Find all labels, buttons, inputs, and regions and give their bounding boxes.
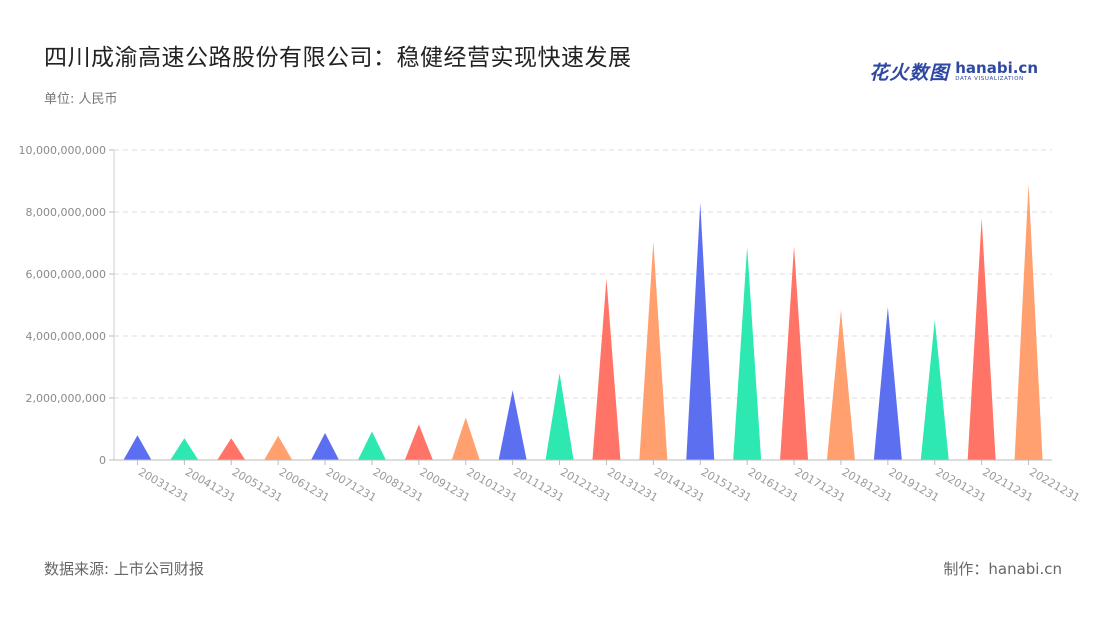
y-tick-label: 0 (99, 454, 106, 467)
logo-text-en: hanabi.cn (955, 58, 1038, 77)
x-tick-label: 20151231 (699, 465, 754, 504)
bar-20101231 (451, 417, 480, 460)
bar-20031231 (123, 435, 152, 460)
x-tick-label: 20111231 (511, 465, 566, 504)
x-tick-label: 20161231 (746, 465, 801, 504)
x-tick-label: 20031231 (136, 465, 191, 504)
x-tick-label: 20171231 (793, 465, 848, 504)
bar-20161231 (733, 246, 762, 460)
bar-20131231 (592, 278, 621, 460)
bar-20201231 (920, 319, 949, 460)
x-tick-label: 20121231 (558, 465, 613, 504)
data-source: 数据来源: 上市公司财报 (44, 560, 204, 578)
bar-20091231 (404, 424, 433, 460)
x-tick-label: 20201231 (933, 465, 988, 504)
logo-subtext: DATA VISUALIZATION (955, 75, 1024, 82)
x-tick-label: 20221231 (1027, 465, 1082, 504)
bar-20041231 (170, 438, 199, 460)
chart-title: 四川成渝高速公路股份有限公司：稳健经营实现快速发展 (44, 45, 632, 71)
bar-20051231 (217, 438, 246, 460)
x-tick-label: 20141231 (652, 465, 707, 504)
y-tick-label: 8,000,000,000 (26, 206, 106, 219)
x-axis: 2003123120041231200512312006123120071231… (114, 459, 1082, 505)
bar-20151231 (686, 202, 715, 460)
x-tick-label: 20101231 (464, 465, 519, 504)
y-tick-label: 4,000,000,000 (26, 330, 106, 343)
y-tick-label: 2,000,000,000 (26, 392, 106, 405)
x-tick-label: 20191231 (886, 465, 941, 504)
grid-lines (114, 149, 1052, 399)
logo-text-cn: 花火数图 (869, 62, 950, 84)
bar-20121231 (545, 373, 574, 460)
y-tick-label: 6,000,000,000 (26, 268, 106, 281)
bar-20171231 (780, 246, 809, 460)
bar-20211231 (967, 218, 996, 460)
bar-20221231 (1014, 184, 1043, 460)
bars (123, 184, 1043, 460)
bar-20181231 (826, 310, 855, 460)
x-tick-label: 20061231 (277, 465, 332, 504)
brand-logo: 花火数图 hanabi.cn DATA VISUALIZATION (869, 58, 1038, 85)
bar-20191231 (873, 307, 902, 460)
x-tick-label: 20091231 (417, 465, 472, 504)
y-axis: 0 2,000,000,000 4,000,000,000 6,000,000,000… (19, 144, 115, 467)
bar-20111231 (498, 390, 527, 460)
x-tick-label: 20071231 (324, 465, 379, 504)
x-tick-label: 20051231 (230, 465, 285, 504)
credit-label: 制作：hanabi.cn (943, 560, 1062, 578)
y-tick-label: 10,000,000,000 (19, 144, 106, 157)
x-tick-label: 20081231 (370, 465, 425, 504)
bar-20081231 (357, 431, 386, 460)
unit-label: 单位: 人民币 (44, 92, 118, 107)
x-tick-label: 20211231 (980, 465, 1035, 504)
x-tick-label: 20181231 (839, 465, 894, 504)
bar-20141231 (639, 241, 668, 460)
bar-20071231 (311, 433, 340, 460)
bar-20061231 (264, 435, 293, 460)
x-tick-label: 20041231 (183, 465, 238, 504)
x-tick-label: 20131231 (605, 465, 660, 504)
